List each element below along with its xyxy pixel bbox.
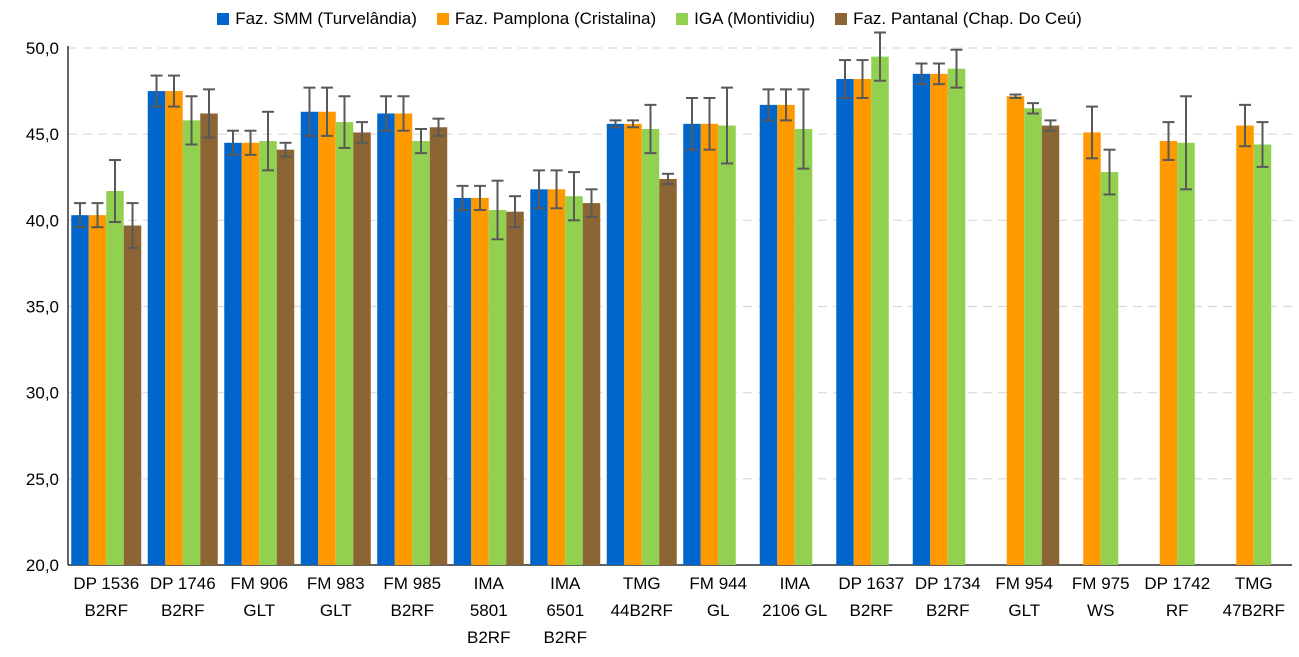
bar	[1100, 172, 1119, 565]
bar	[700, 123, 719, 566]
bar	[165, 91, 183, 565]
bar	[836, 79, 854, 566]
legend-swatch-smm	[217, 13, 230, 25]
x-tick-label: IMA 6501 B2RF	[544, 574, 587, 647]
bar	[871, 56, 889, 565]
bar	[106, 191, 124, 565]
bar	[182, 120, 201, 565]
y-tick-label: 20,0	[26, 556, 59, 575]
bar	[718, 125, 736, 566]
legend-item-pamplona[interactable]: Faz. Pamplona (Cristalina)	[436, 9, 657, 29]
bar	[335, 122, 354, 565]
bar	[300, 111, 319, 565]
x-tick-label: DP 1734 B2RF	[915, 574, 981, 620]
legend-label-iga: IGA (Montividiu)	[694, 9, 816, 28]
bar	[412, 141, 430, 565]
bar	[777, 104, 795, 566]
y-tick-label: 50,0	[26, 39, 59, 58]
legend-label-pantanal: Faz. Pantanal (Chap. Do Ceú)	[853, 9, 1082, 28]
x-tick-label: DP 1536 B2RF	[73, 574, 139, 620]
bar	[582, 203, 601, 565]
legend-item-smm[interactable]: Faz. SMM (Turvelândia)	[217, 9, 417, 29]
bar	[147, 91, 166, 565]
bar	[353, 132, 371, 565]
x-tick-label: TMG 47B2RF	[1223, 574, 1285, 620]
x-tick-label: DP 1746 B2RF	[150, 574, 216, 620]
x-tick-label: FM 906 GLT	[230, 574, 288, 620]
bar	[1083, 132, 1101, 565]
bar	[1159, 141, 1178, 565]
bar	[318, 111, 336, 565]
bar	[759, 104, 778, 566]
bar	[912, 73, 931, 565]
bar	[200, 113, 218, 565]
legend-label-pamplona: Faz. Pamplona (Cristalina)	[454, 9, 657, 28]
y-tick-label: 30,0	[26, 384, 59, 403]
y-tick-label: 40,0	[26, 211, 59, 230]
bar	[1041, 125, 1060, 566]
bar	[123, 225, 142, 565]
bar	[1236, 125, 1254, 566]
bar	[259, 141, 277, 565]
x-tick-label: TMG 44B2RF	[611, 574, 673, 620]
bar	[1024, 108, 1042, 566]
legend-label-smm: Faz. SMM (Turvelândia)	[235, 9, 417, 28]
bar	[429, 127, 448, 566]
bar	[394, 113, 413, 565]
legend-item-pantanal[interactable]: Faz. Pantanal (Chap. Do Ceú)	[835, 9, 1082, 29]
x-tick-label: FM 983 GLT	[307, 574, 365, 620]
y-tick-label: 45,0	[26, 125, 59, 144]
bar	[471, 197, 489, 565]
x-tick-label: FM 975 WS	[1072, 574, 1130, 620]
legend-swatch-pantanal	[835, 13, 848, 25]
legend-swatch-iga	[676, 13, 689, 25]
x-tick-label: IMA 2106 GL	[762, 574, 827, 620]
bar	[683, 123, 701, 566]
bar	[506, 211, 524, 565]
bar	[1177, 142, 1195, 566]
bar	[71, 215, 89, 565]
bar	[606, 123, 625, 566]
bar	[224, 142, 242, 566]
bar	[241, 142, 260, 566]
bar	[547, 189, 566, 565]
y-tick-label: 35,0	[26, 298, 59, 317]
bar	[377, 113, 395, 565]
bar	[659, 178, 677, 565]
bar	[947, 68, 966, 566]
x-tick-label: FM 954 GLT	[995, 574, 1053, 620]
bar	[930, 73, 948, 565]
bar	[1253, 144, 1272, 566]
chart-legend: Faz. SMM (Turvelândia) Faz. Pamplona (Cr…	[0, 9, 1299, 29]
y-tick-label: 25,0	[26, 470, 59, 489]
bar	[276, 149, 295, 565]
bar	[624, 123, 642, 566]
bar	[1006, 96, 1025, 566]
bar	[530, 189, 548, 565]
x-tick-label: DP 1637 B2RF	[838, 574, 904, 620]
bar	[853, 79, 872, 566]
legend-item-iga[interactable]: IGA (Montividiu)	[676, 9, 815, 29]
x-tick-label: FM 985 B2RF	[383, 574, 441, 620]
x-tick-label: IMA 5801 B2RF	[467, 574, 510, 647]
bar	[453, 197, 472, 565]
bar	[794, 128, 813, 565]
bar	[565, 196, 583, 565]
legend-swatch-pamplona	[436, 13, 449, 25]
bar	[88, 215, 107, 565]
bar	[641, 128, 660, 565]
bar	[488, 209, 507, 565]
x-tick-label: FM 944 GL	[689, 574, 747, 620]
x-tick-label: DP 1742 RF	[1144, 574, 1210, 620]
